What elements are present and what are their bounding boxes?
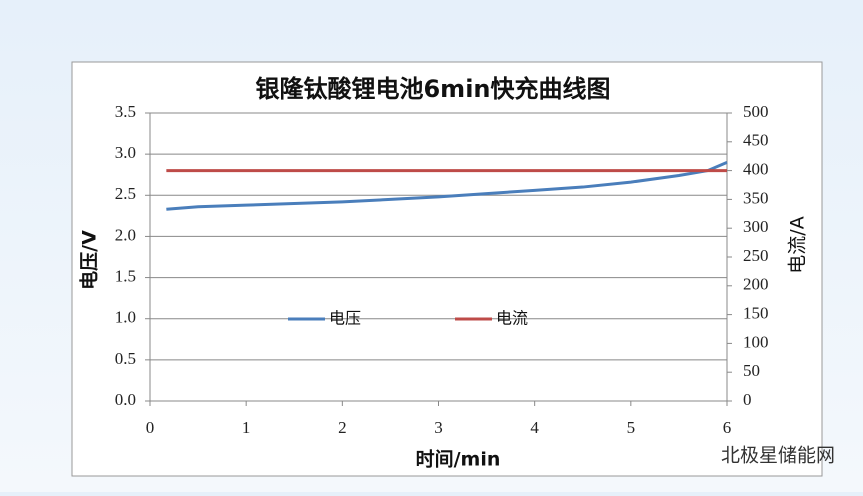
y2-tick-label: 150 <box>743 304 769 323</box>
x-axis-label: 时间/min <box>416 449 501 471</box>
x-tick-label: 2 <box>338 418 347 437</box>
y2-tick-label: 300 <box>743 217 769 236</box>
chart-frame <box>71 61 823 477</box>
legend-label: 电压 <box>329 309 361 328</box>
y-tick-label: 2.0 <box>115 225 136 244</box>
y2-tick-label: 50 <box>743 361 760 380</box>
series-line <box>166 160 728 211</box>
x-tick-label: 4 <box>530 418 539 437</box>
y2-tick-label: 200 <box>743 275 769 294</box>
y-tick-label: 3.5 <box>115 102 136 121</box>
y-tick-label: 1.0 <box>115 308 136 327</box>
y2-tick-label: 250 <box>743 246 769 265</box>
y2-axis-label: 电流/A <box>787 216 809 273</box>
legend-label: 电流 <box>496 309 528 328</box>
y-tick-label: 1.5 <box>115 266 136 285</box>
y-tick-label: 2.5 <box>115 184 136 203</box>
y2-tick-label: 100 <box>743 332 769 351</box>
y-tick-label: 3.0 <box>115 143 136 162</box>
chart-title: 银隆钛酸锂电池6min快充曲线图 <box>255 75 610 103</box>
y2-tick-label: 350 <box>743 188 769 207</box>
y2-tick-label: 500 <box>743 102 769 121</box>
x-tick-label: 1 <box>242 418 251 437</box>
y2-tick-label: 0 <box>743 390 752 409</box>
watermark: 北极星储能网 <box>721 445 835 467</box>
y2-tick-label: 450 <box>743 131 769 150</box>
x-tick-label: 3 <box>434 418 443 437</box>
y2-tick-label: 400 <box>743 160 769 179</box>
y-tick-label: 0.0 <box>115 390 136 409</box>
x-tick-label: 5 <box>627 418 636 437</box>
x-tick-label: 0 <box>146 418 155 437</box>
y-tick-label: 0.5 <box>115 349 136 368</box>
x-tick-label: 6 <box>723 418 732 437</box>
y-axis-label: 电压/V <box>78 230 101 290</box>
